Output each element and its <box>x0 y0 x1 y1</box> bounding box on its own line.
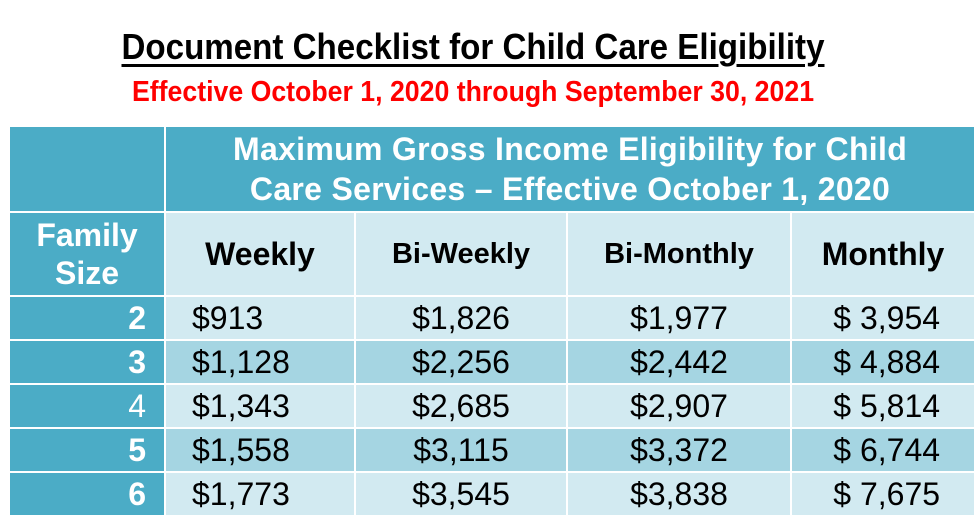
weekly-cell: $1,343 <box>164 383 356 429</box>
bi-weekly-cell: $3,115 <box>354 427 568 473</box>
monthly-cell: $ 6,744 <box>789 427 977 473</box>
monthly-cell: $ 5,814 <box>789 383 977 429</box>
page-title: Document Checklist for Child Care Eligib… <box>121 26 825 67</box>
monthly-cell: $ 7,675 <box>789 471 977 517</box>
weekly-cell: $1,773 <box>164 471 356 517</box>
bi-monthly-cell: $1,977 <box>566 295 792 341</box>
corner-cell <box>8 125 166 213</box>
weekly-cell: $1,558 <box>164 427 356 473</box>
bi-monthly-cell: $2,907 <box>566 383 792 429</box>
table-row: 6 $1,773 $3,545 $3,838 $ 7,675 <box>8 471 977 517</box>
col-header-bi-monthly: Bi-Monthly <box>566 211 792 297</box>
bi-monthly-cell: $3,372 <box>566 427 792 473</box>
family-size-cell: 4 <box>8 383 166 429</box>
bi-monthly-cell: $3,838 <box>566 471 792 517</box>
bi-weekly-cell: $1,826 <box>354 295 568 341</box>
family-size-header: Family Size <box>8 211 166 297</box>
bi-weekly-cell: $2,256 <box>354 339 568 385</box>
monthly-cell: $ 4,884 <box>789 339 977 385</box>
family-size-cell: 3 <box>8 339 166 385</box>
table-banner-row: Maximum Gross Income Eligibility for Chi… <box>8 125 977 213</box>
table-row: 2 $913 $1,826 $1,977 $ 3,954 <box>8 295 977 341</box>
col-header-monthly: Monthly <box>789 211 977 297</box>
table-row: 4 $1,343 $2,685 $2,907 $ 5,814 <box>8 383 977 429</box>
effective-dates-subtitle: Effective October 1, 2020 through Septem… <box>131 76 815 108</box>
family-size-cell: 6 <box>8 471 166 517</box>
table-banner: Maximum Gross Income Eligibility for Chi… <box>163 125 977 213</box>
banner-line-1: Maximum Gross Income Eligibility for Chi… <box>233 131 908 167</box>
family-size-cell: 5 <box>8 427 166 473</box>
family-size-line-2: Size <box>54 255 120 291</box>
weekly-cell: $1,128 <box>164 339 356 385</box>
family-size-line-1: Family <box>36 217 138 253</box>
monthly-cell: $ 3,954 <box>789 295 977 341</box>
banner-line-2: Care Services – Effective October 1, 202… <box>249 171 891 207</box>
family-size-cell: 2 <box>8 295 166 341</box>
table-row: 3 $1,128 $2,256 $2,442 $ 4,884 <box>8 339 977 385</box>
bi-weekly-cell: $2,685 <box>354 383 568 429</box>
col-header-weekly: Weekly <box>164 211 356 297</box>
weekly-cell: $913 <box>164 295 356 341</box>
bi-monthly-cell: $2,442 <box>566 339 792 385</box>
table-row: 5 $1,558 $3,115 $3,372 $ 6,744 <box>8 427 977 473</box>
bi-weekly-cell: $3,545 <box>354 471 568 517</box>
col-header-bi-weekly: Bi-Weekly <box>354 211 568 297</box>
income-eligibility-table: Maximum Gross Income Eligibility for Chi… <box>8 125 977 517</box>
column-header-row: Family Size Weekly Bi-Weekly Bi-Monthly … <box>8 211 977 297</box>
